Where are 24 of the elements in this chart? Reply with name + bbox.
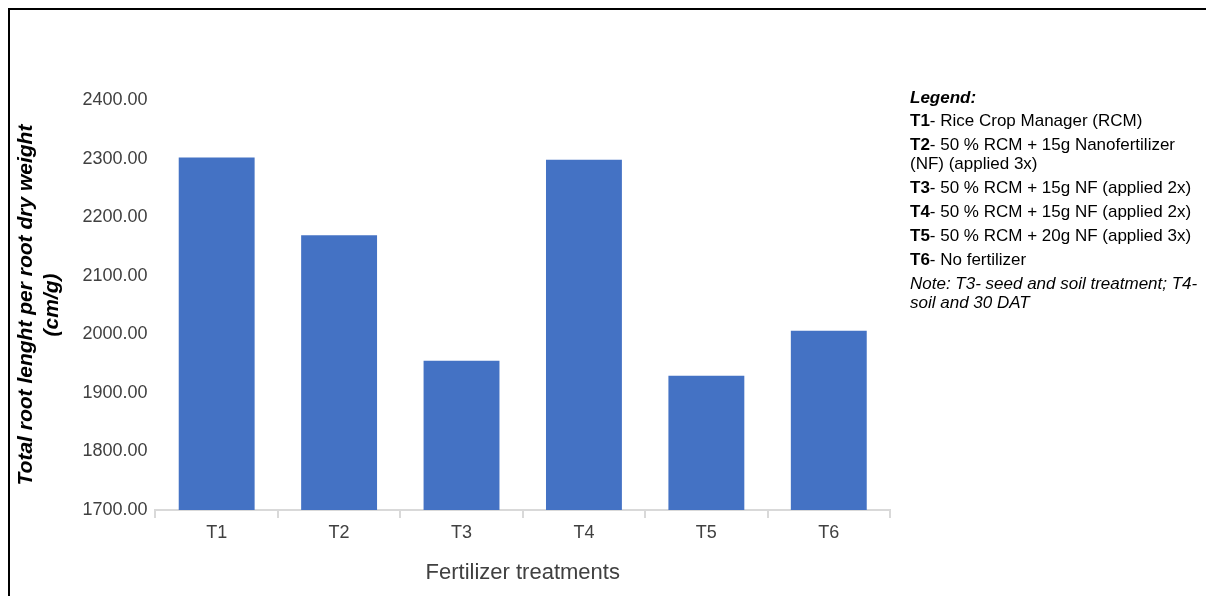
y-tick-label: 2000.00 (82, 323, 148, 344)
y-tick-label: 1900.00 (82, 381, 148, 402)
text: T6- No fertilizer (910, 250, 1028, 269)
y-tick-label: 2100.00 (82, 264, 148, 285)
text: Note: T3- seed and soil treatment; T4- soil and 30 DAT (910, 274, 1199, 312)
text: T3- 50 % RCM + 15g NF (applied 2x) (910, 178, 1193, 197)
x-axis-title: Fertilizer treatments (425, 558, 620, 584)
y-tick-label: 1700.00 (82, 498, 148, 519)
y-tick-label: 2400.00 (82, 88, 148, 109)
text: Legend: (910, 88, 978, 107)
text: T4- 50 % RCM + 15g NF (applied 2x) (910, 202, 1193, 221)
y-tick-label: 2300.00 (82, 147, 148, 168)
x-tick-label: T4 (573, 521, 595, 542)
x-tick-label: T1 (206, 521, 228, 542)
x-tick-label: T5 (695, 521, 717, 542)
y-tick-label: 1800.00 (82, 440, 148, 461)
y-axis-title: Total root lenght per root dry weight (cm/g) (13, 123, 62, 486)
text: T5- 50 % RCM + 20g NF (applied 3x) (910, 226, 1193, 245)
x-tick-label: T3 (451, 521, 473, 542)
text: T2- 50 % RCM + 15g Nanofertilizer (NF) (applied 3x) (910, 135, 1177, 173)
text: T1- Rice Crop Manager (RCM) (910, 111, 1144, 130)
x-tick-label: T6 (818, 521, 840, 542)
x-tick-label: T2 (328, 521, 350, 542)
y-tick-label: 2200.00 (82, 206, 148, 227)
